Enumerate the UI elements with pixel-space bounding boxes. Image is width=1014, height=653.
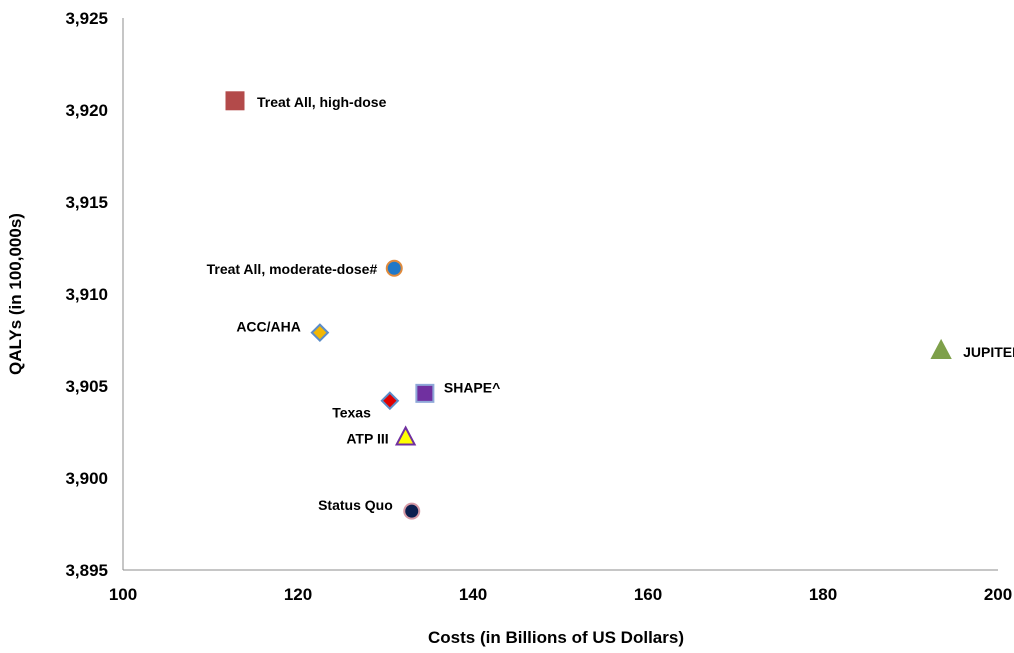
data-point-diamond: [380, 391, 400, 411]
y-tick-label: 3,910: [65, 285, 108, 304]
y-tick-label: 3,905: [65, 377, 108, 396]
y-tick-label: 3,895: [65, 561, 108, 580]
point-label: Treat All, high-dose: [257, 94, 387, 110]
y-tick-label: 3,915: [65, 193, 108, 212]
y-tick-label: 3,925: [65, 9, 108, 28]
y-tick-label: 3,920: [65, 101, 108, 120]
y-tick-labels: 3,895 3,900 3,905 3,910 3,915 3,920 3,925: [65, 9, 108, 580]
x-tick-label: 140: [459, 585, 487, 604]
x-tick-label: 180: [809, 585, 837, 604]
data-point-circle: [385, 259, 403, 277]
data-point-circle: [403, 502, 421, 520]
x-tick-label: 160: [634, 585, 662, 604]
point-label: ATP III: [346, 431, 388, 447]
x-axis-title: Costs (in Billions of US Dollars): [428, 628, 684, 647]
y-tick-label: 3,900: [65, 469, 108, 488]
point-label: JUPITER: [963, 344, 1014, 360]
x-tick-label: 120: [284, 585, 312, 604]
point-label: Status Quo: [318, 497, 393, 513]
point-label: Treat All, moderate-dose#: [207, 261, 378, 277]
point-labels: Treat All, high-dose Treat All, moderate-…: [207, 94, 1014, 513]
x-tick-label: 200: [984, 585, 1012, 604]
y-axis-title: QALYs (in 100,000s): [6, 213, 25, 375]
data-point-square: [225, 91, 245, 111]
data-point-diamond: [310, 323, 330, 343]
point-label: ACC/AHA: [236, 319, 301, 335]
data-points: [225, 91, 952, 520]
point-label: Texas: [332, 405, 371, 421]
x-tick-labels: 100 120 140 160 180 200: [109, 585, 1012, 604]
data-point-square: [415, 383, 435, 403]
data-point-triangle: [394, 425, 417, 446]
x-tick-label: 100: [109, 585, 137, 604]
data-point-triangle: [930, 338, 952, 360]
point-label: SHAPE^: [444, 379, 500, 395]
